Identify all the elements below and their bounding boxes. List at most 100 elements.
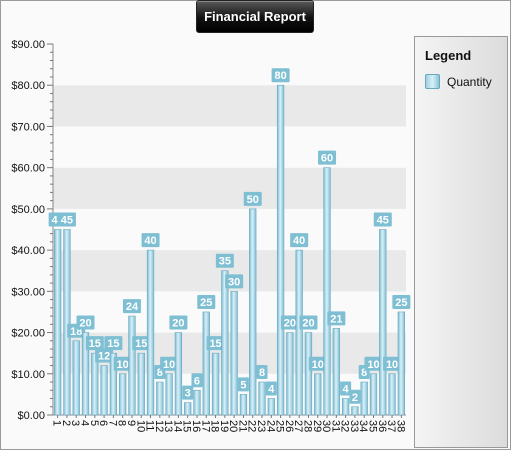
x-tick-label: 21 [236,420,248,432]
x-tick-label: 27 [292,420,304,432]
bar [156,381,164,416]
data-label: 20 [172,318,184,330]
x-tick-label: 17 [199,420,211,432]
data-label-box [160,356,179,371]
data-label: 40 [293,235,305,247]
x-tick-label: 19 [218,420,230,432]
x-tick-label: 25 [274,420,286,432]
bar [202,311,210,416]
data-label: 20 [302,318,314,330]
x-tick-label: 3 [69,420,81,426]
data-label-box [206,336,225,351]
x-tick-label: 33 [348,420,360,432]
y-tick-label: $70.00 [11,121,45,133]
bar [119,373,127,416]
x-tick-label: 30 [320,420,332,432]
bar [286,332,294,416]
x-tick-label: 20 [227,420,239,432]
data-label: 45 [61,215,73,227]
bar [360,381,368,416]
x-tick-label: 38 [394,420,406,432]
data-label-box [215,253,234,268]
y-tick-label: $40.00 [11,245,45,257]
x-tick-label: 37 [385,420,397,432]
data-label: 15 [89,338,101,350]
data-label-box [271,68,290,83]
bar [174,332,183,416]
data-label: 25 [395,297,407,309]
bar [397,311,405,416]
data-label: 8 [361,367,367,379]
data-label: 60 [321,153,333,165]
legend-panel: Legend Quantity [414,36,508,448]
data-label-box [256,365,268,380]
grid-band [53,291,406,333]
x-tick-label: 22 [246,420,258,432]
bar [128,315,136,416]
x-tick-label: 12 [153,420,165,432]
x-tick-label: 36 [376,420,388,432]
y-tick-label: $30.00 [11,286,45,298]
grid-band [53,167,406,209]
data-label: 6 [194,375,200,387]
data-label: 45 [377,215,389,227]
x-tick-label: 18 [209,420,221,432]
grid-band [53,126,406,168]
data-label-box [290,233,309,248]
legend-swatch-icon [425,74,440,89]
data-label-box [299,315,318,330]
y-tick-label: $0.00 [17,410,45,422]
data-label-box [265,381,277,396]
legend-item-quantity[interactable]: Quantity [425,74,492,89]
x-tick-label: 9 [125,420,137,426]
data-label-box [237,377,249,392]
bar-chart: $0.00 $10.00 $20.00 $30.00 $40.00 $50.00 $60.0… [11,39,411,432]
legend-item-label: Quantity [447,74,492,89]
x-tick-label: 35 [366,420,378,432]
data-label: 20 [284,318,296,330]
x-tick-label: 5 [88,420,100,426]
bar [193,389,201,416]
data-label: 35 [219,256,231,268]
data-label: 2 [352,392,358,404]
bar [323,167,331,416]
data-label-box [327,311,346,326]
data-label: 21 [330,313,342,325]
data-label-box [122,299,141,314]
data-label-box [191,373,203,388]
bar [221,270,229,416]
bar [146,249,155,416]
report-title-button[interactable]: Financial Report [196,0,314,33]
bar [267,398,275,416]
x-tick-label: 16 [190,420,202,432]
bar [369,373,378,416]
x-tick-label: 34 [357,420,369,432]
data-label: 3 [185,388,191,400]
data-label-box [318,150,337,165]
x-tick-label: 10 [134,420,146,432]
y-tick-label: $80.00 [11,80,45,92]
data-label-box [308,356,327,371]
bar [332,328,340,416]
data-label: 8 [157,367,163,379]
legend-title: Legend [425,48,472,63]
data-label: 10 [117,359,129,371]
bar [239,394,248,416]
data-label-box [57,212,76,227]
data-label: 8 [259,367,265,379]
data-label: 5 [240,379,246,391]
x-tick-label: 14 [171,420,183,432]
data-label-box [392,294,411,309]
x-tick-label: 13 [162,420,174,432]
bar [379,229,387,416]
x-tick-label: 31 [329,420,341,432]
x-tick-label: 26 [283,420,295,432]
x-tick-label: 29 [311,420,323,432]
data-label: 15 [209,338,221,350]
bar [165,373,173,416]
data-label: 40 [144,235,156,247]
data-label: 50 [247,194,259,206]
data-label: 15 [107,338,119,350]
data-label: 20 [79,318,91,330]
data-label-box [364,356,383,371]
